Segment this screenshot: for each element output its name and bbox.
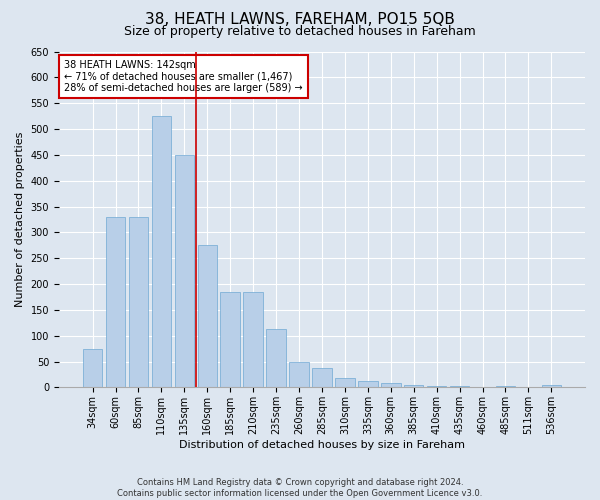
Bar <box>518 387 538 388</box>
Bar <box>358 380 377 388</box>
Bar <box>106 217 125 388</box>
Bar <box>473 387 492 388</box>
Bar <box>427 386 446 388</box>
Text: Size of property relative to detached houses in Fareham: Size of property relative to detached ho… <box>124 25 476 38</box>
Bar <box>83 348 103 388</box>
Bar <box>450 386 469 388</box>
Bar <box>542 385 561 388</box>
X-axis label: Distribution of detached houses by size in Fareham: Distribution of detached houses by size … <box>179 440 465 450</box>
Bar <box>289 362 309 388</box>
Bar <box>335 378 355 388</box>
Text: 38 HEATH LAWNS: 142sqm
← 71% of detached houses are smaller (1,467)
28% of semi-: 38 HEATH LAWNS: 142sqm ← 71% of detached… <box>64 60 303 93</box>
Bar <box>197 246 217 388</box>
Bar <box>128 217 148 388</box>
Bar <box>152 116 171 388</box>
Bar <box>220 292 240 388</box>
Bar <box>381 384 401 388</box>
Bar <box>175 155 194 388</box>
Y-axis label: Number of detached properties: Number of detached properties <box>15 132 25 307</box>
Bar <box>266 329 286 388</box>
Text: Contains HM Land Registry data © Crown copyright and database right 2024.
Contai: Contains HM Land Registry data © Crown c… <box>118 478 482 498</box>
Bar <box>244 292 263 388</box>
Bar <box>496 386 515 388</box>
Bar <box>404 385 424 388</box>
Text: 38, HEATH LAWNS, FAREHAM, PO15 5QB: 38, HEATH LAWNS, FAREHAM, PO15 5QB <box>145 12 455 28</box>
Bar <box>312 368 332 388</box>
